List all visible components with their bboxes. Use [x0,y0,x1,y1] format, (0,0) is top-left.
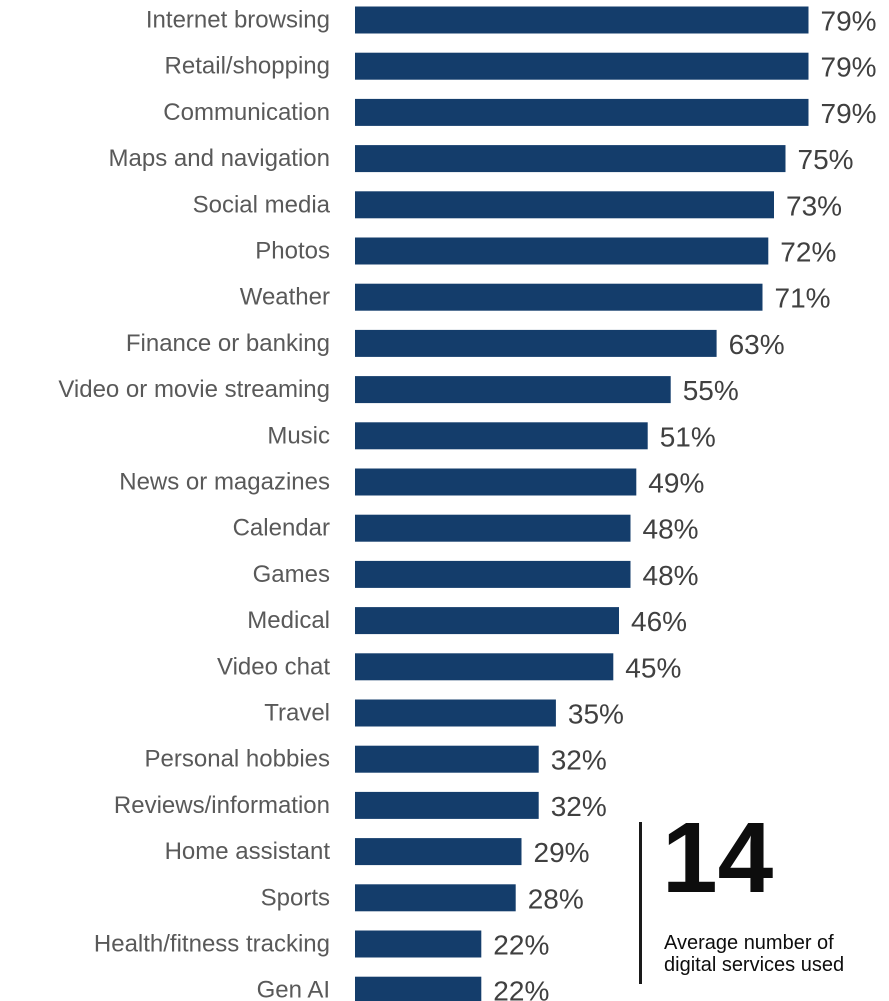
bar-12 [355,560,631,588]
value-label-20: 22% [493,930,549,961]
bar-19 [355,884,516,912]
value-label-11: 48% [643,514,699,545]
category-label-7: Finance or banking [126,330,330,357]
value-label-19: 28% [528,883,584,914]
category-label-18: Home assistant [165,838,331,865]
value-label-15: 35% [568,699,624,730]
bar-1 [355,52,809,80]
bar-7 [355,329,717,357]
category-labels-group: Internet browsing Retail/shopping Communic… [58,7,330,1001]
value-label-13: 46% [631,606,687,637]
bar-21 [355,976,482,1001]
bar-6 [355,283,763,311]
value-label-21: 22% [493,976,549,1001]
bar-17 [355,791,539,819]
value-label-0: 79% [821,6,877,37]
bar-16 [355,745,539,773]
value-label-6: 71% [775,283,831,314]
category-label-3: Maps and navigation [109,145,330,172]
bar-9 [355,422,648,450]
value-label-4: 73% [786,190,842,221]
value-label-9: 51% [660,421,716,452]
value-label-8: 55% [683,375,739,406]
category-label-16: Personal hobbies [145,746,330,773]
value-label-17: 32% [551,791,607,822]
bar-4 [355,191,774,219]
category-label-17: Reviews/information [114,792,330,819]
category-label-5: Photos [255,238,330,265]
category-label-11: Calendar [233,515,330,542]
callout-text-line-2: digital services used [664,954,845,976]
callout-text: Average number of digital services used [664,932,844,976]
bar-11 [355,514,631,542]
bar-13 [355,607,619,635]
category-label-1: Retail/shopping [165,53,330,80]
bars-group [355,6,809,1001]
category-label-13: Medical [247,607,330,634]
category-label-4: Social media [193,191,331,218]
category-label-14: Video chat [217,653,330,680]
category-label-9: Music [267,422,330,449]
category-label-19: Sports [261,884,330,911]
callout-number: 14 [662,802,774,914]
category-label-21: Gen AI [257,977,330,1001]
category-label-6: Weather [240,284,330,311]
category-label-0: Internet browsing [146,7,330,34]
bar-5 [355,237,769,265]
value-label-16: 32% [551,745,607,776]
category-label-20: Health/fitness tracking [94,931,330,958]
bar-14 [355,653,614,681]
bar-2 [355,98,809,126]
category-label-10: News or magazines [119,469,330,496]
bar-15 [355,699,556,727]
value-label-1: 79% [821,52,877,83]
category-label-8: Video or movie streaming [58,376,330,403]
value-label-2: 79% [821,98,877,129]
category-label-2: Communication [163,99,330,126]
bar-20 [355,930,482,958]
value-label-14: 45% [625,652,681,683]
value-labels-group: 79% 79% 79% 75% 73% 72% 71% 63% 55% 51% 49% 48% 48% 4… [493,6,876,1001]
category-label-12: Games [253,561,330,588]
category-label-15: Travel [264,700,330,727]
bar-0 [355,6,809,34]
value-label-12: 48% [643,560,699,591]
value-label-3: 75% [798,144,854,175]
value-label-18: 29% [534,837,590,868]
value-label-10: 49% [648,468,704,499]
bar-3 [355,145,786,173]
value-label-5: 72% [780,237,836,268]
callout-divider [639,822,642,984]
bar-8 [355,376,671,404]
callout-text-line-1: Average number of [664,932,834,954]
bar-10 [355,468,637,496]
value-label-7: 63% [729,329,785,360]
bar-18 [355,838,522,866]
